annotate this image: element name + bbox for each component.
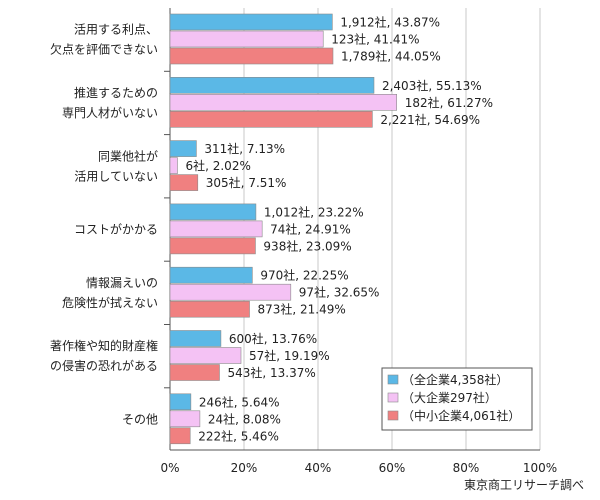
x-tick-label: 60% (379, 461, 406, 475)
data-label: 600社, 13.76% (229, 331, 317, 346)
category-label: の侵害の恐れがある (50, 358, 158, 373)
data-label: 2,403社, 55.13% (382, 78, 482, 93)
source-credit: 東京商工リサーチ調べ (463, 478, 584, 492)
bar (169, 157, 178, 174)
data-label: 311社, 7.13% (204, 141, 285, 156)
category-label: その他 (122, 412, 158, 426)
bar (169, 237, 256, 255)
legend-label: （大企業297社） (402, 390, 497, 405)
legend-swatch (387, 392, 399, 403)
bar (169, 427, 191, 445)
data-label: 74社, 24.91% (270, 221, 351, 236)
legend-label: （全企業4,358社） (402, 372, 508, 387)
category-label: 欠点を評価できない (50, 42, 158, 57)
category-label: 危険性が拭えない (62, 295, 158, 310)
bar (169, 393, 192, 411)
data-label: 57社, 19.19% (249, 348, 330, 363)
category-label: 活用していない (74, 169, 158, 183)
data-label: 305社, 7.51% (206, 175, 287, 190)
category-label: コストがかかる (74, 222, 158, 237)
bar (169, 203, 257, 221)
category-label: 推進するための (74, 86, 158, 100)
data-label: 246社, 5.64% (199, 394, 280, 409)
data-label: 938社, 23.09% (263, 238, 351, 253)
bar (169, 300, 250, 318)
bar (169, 111, 373, 128)
x-tick-label: 100% (523, 461, 557, 475)
bar (169, 330, 222, 347)
bar (169, 220, 263, 238)
category-label: 著作権や知的財産権 (50, 338, 158, 353)
x-tick-label: 20% (231, 461, 258, 475)
bar (169, 47, 334, 65)
x-tick-label: 80% (453, 461, 480, 475)
category-label: 同業他社が (98, 148, 158, 163)
bar (169, 77, 375, 94)
bar (169, 364, 220, 381)
data-label: 222社, 5.46% (198, 428, 279, 443)
legend-swatch (387, 374, 399, 385)
data-label: 182社, 61.27% (405, 95, 493, 110)
bar (169, 266, 253, 284)
data-label: 970社, 22.25% (260, 268, 348, 283)
legend-box (381, 367, 533, 431)
category-label: 情報漏えいの (86, 276, 158, 290)
data-label: 1,012社, 23.22% (264, 204, 364, 219)
legend-label: （中小企業4,061社） (402, 408, 520, 423)
bar (169, 347, 242, 364)
data-label: 2,221社, 54.69% (380, 112, 480, 127)
data-label: 123社, 41.41% (331, 32, 419, 47)
data-label: 24社, 8.08% (208, 411, 281, 426)
bar (169, 140, 197, 157)
bar (169, 13, 333, 31)
data-label: 1,912社, 43.87% (340, 15, 440, 30)
x-tick-label: 0% (160, 461, 179, 475)
bar (169, 410, 201, 428)
data-label: 543社, 13.37% (227, 365, 315, 380)
bar (169, 94, 397, 111)
bar (169, 30, 324, 48)
bar (169, 283, 292, 301)
data-label: 6社, 2.02% (185, 158, 250, 173)
x-tick-label: 40% (305, 461, 332, 475)
legend-swatch (387, 410, 399, 421)
data-label: 97社, 32.65% (299, 285, 380, 300)
bar (169, 174, 199, 191)
data-label: 1,789社, 44.05% (341, 49, 441, 64)
category-label: 活用する利点、 (74, 23, 158, 37)
category-label: 専門人材がいない (62, 105, 158, 120)
data-label: 873社, 21.49% (258, 302, 346, 317)
